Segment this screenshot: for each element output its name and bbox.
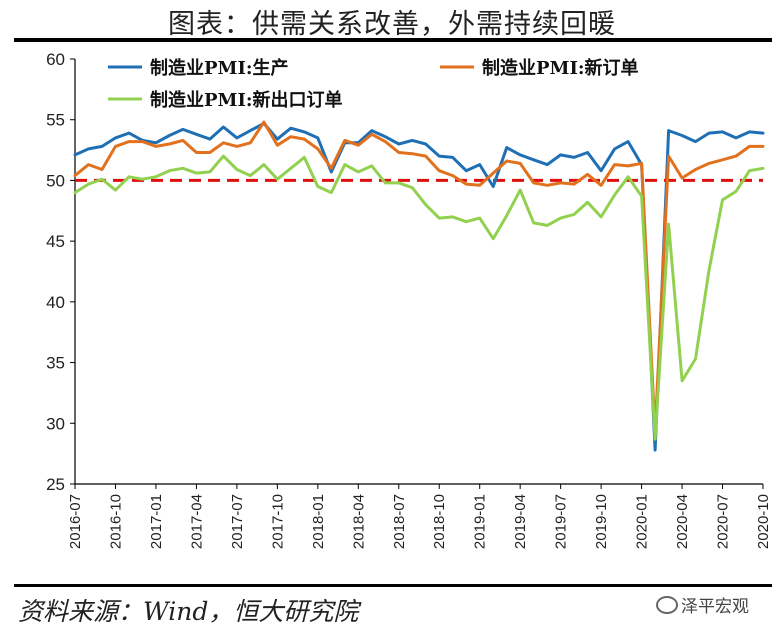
y-tick-label: 50 — [46, 171, 65, 190]
series-lines — [73, 120, 765, 452]
chart-title: 图表：供需关系改善，外需持续回暖 — [168, 9, 616, 40]
series-line-1 — [73, 121, 765, 452]
x-tick-label: 2017-01 — [148, 494, 165, 549]
source-rule — [14, 584, 772, 587]
watermark: 泽平宏观 — [656, 592, 749, 617]
title-rule — [14, 38, 772, 42]
legend-label-3: 制造业PMI:新出口订单 — [150, 89, 343, 111]
x-tick-label: 2018-07 — [391, 494, 408, 549]
y-tick-label: 35 — [46, 354, 65, 373]
x-tick-label: 2019-04 — [512, 494, 529, 549]
x-tick-label: 2017-10 — [269, 494, 286, 549]
x-tick-label: 2020-07 — [715, 494, 732, 549]
y-tick-label: 30 — [46, 414, 65, 433]
y-tick-label: 25 — [46, 475, 65, 494]
x-tick-label: 2020-10 — [755, 494, 772, 549]
x-tick-label: 2018-04 — [350, 494, 367, 549]
legend-label-1: 制造业PMI:生产 — [150, 57, 289, 79]
x-tick-label: 2019-10 — [593, 494, 610, 549]
x-tick-label: 2016-07 — [67, 494, 84, 549]
y-tick-label: 40 — [46, 293, 65, 312]
x-tick-label: 2020-01 — [634, 494, 651, 549]
y-tick-label: 60 — [46, 50, 65, 69]
x-tick-label: 2019-01 — [472, 494, 489, 549]
y-tick-label: 55 — [46, 111, 65, 130]
wechat-icon — [656, 596, 678, 614]
y-tick-label: 45 — [46, 232, 65, 251]
x-tick-label: 2020-04 — [674, 494, 691, 549]
chart-axes: 25 30 35 40 45 50 55 60 2016-07 2016-10 2017-01 201… — [46, 50, 772, 549]
x-tick-label: 2017-04 — [188, 494, 205, 549]
source-note: 资料来源：Wind，恒大研究院 — [18, 597, 359, 626]
watermark-text: 泽平宏观 — [681, 597, 749, 617]
x-tick-label: 2017-07 — [229, 494, 246, 549]
legend-label-2: 制造业PMI:新订单 — [482, 57, 639, 79]
x-tick-label: 2018-01 — [310, 494, 327, 549]
x-tick-label: 2019-07 — [553, 494, 570, 549]
series-line-3 — [73, 154, 765, 441]
x-tick-label: 2018-10 — [431, 494, 448, 549]
x-tick-label: 2016-10 — [107, 494, 124, 549]
pmi-line-chart: 25 30 35 40 45 50 55 60 2016-07 2016-10 2017-01 201… — [46, 50, 772, 549]
